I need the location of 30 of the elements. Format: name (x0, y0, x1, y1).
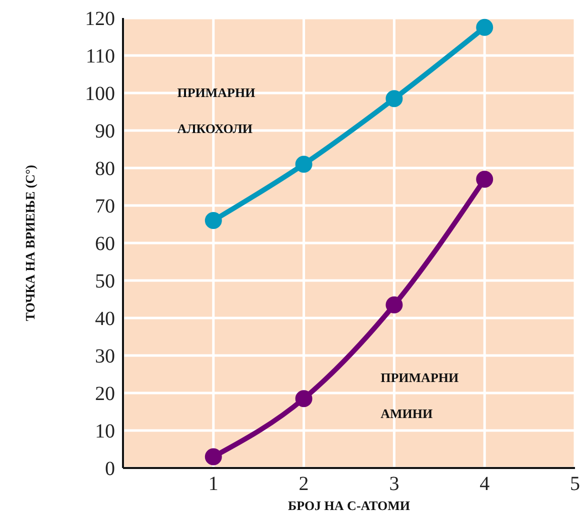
y-tick-label: 100 (85, 83, 115, 106)
x-axis-title: БРОЈ НА С-АТОМИ (288, 498, 410, 513)
y-axis-title: ТОЧКА НА ВРИЕЊЕ (C°) (22, 164, 38, 322)
y-tick-label: 70 (95, 196, 115, 218)
point (386, 296, 403, 314)
text: ПРИМАРНИ АЛКОХОЛИ (177, 84, 256, 136)
x-tick-label: 5 (570, 473, 580, 496)
y-tick-label: 120 (85, 8, 115, 30)
y-tick-label: 110 (86, 46, 115, 68)
point (204, 448, 222, 466)
text: ПРИМАРНИ АМИНИ (380, 370, 459, 421)
point (204, 212, 222, 229)
y-tick-label: 30 (95, 346, 115, 368)
x-tick-label: 1 (208, 473, 218, 496)
y-tick-label: 80 (95, 158, 115, 180)
y-tick-label: 50 (95, 270, 115, 293)
y-tick-label: 90 (95, 120, 115, 143)
x-tick-label: 4 (480, 473, 490, 496)
y-tick-label: 40 (95, 308, 115, 330)
point (295, 156, 312, 173)
point (476, 18, 494, 36)
x-tick-label: 3 (389, 473, 400, 496)
point (295, 390, 312, 408)
y-tick-label: 20 (95, 383, 115, 406)
y-tick-label: 0 (105, 458, 115, 480)
point (386, 90, 403, 108)
point (476, 170, 494, 188)
y-tick-label: 60 (95, 233, 115, 256)
y-tick-label: 10 (95, 420, 115, 443)
x-tick-label: 2 (298, 473, 309, 496)
